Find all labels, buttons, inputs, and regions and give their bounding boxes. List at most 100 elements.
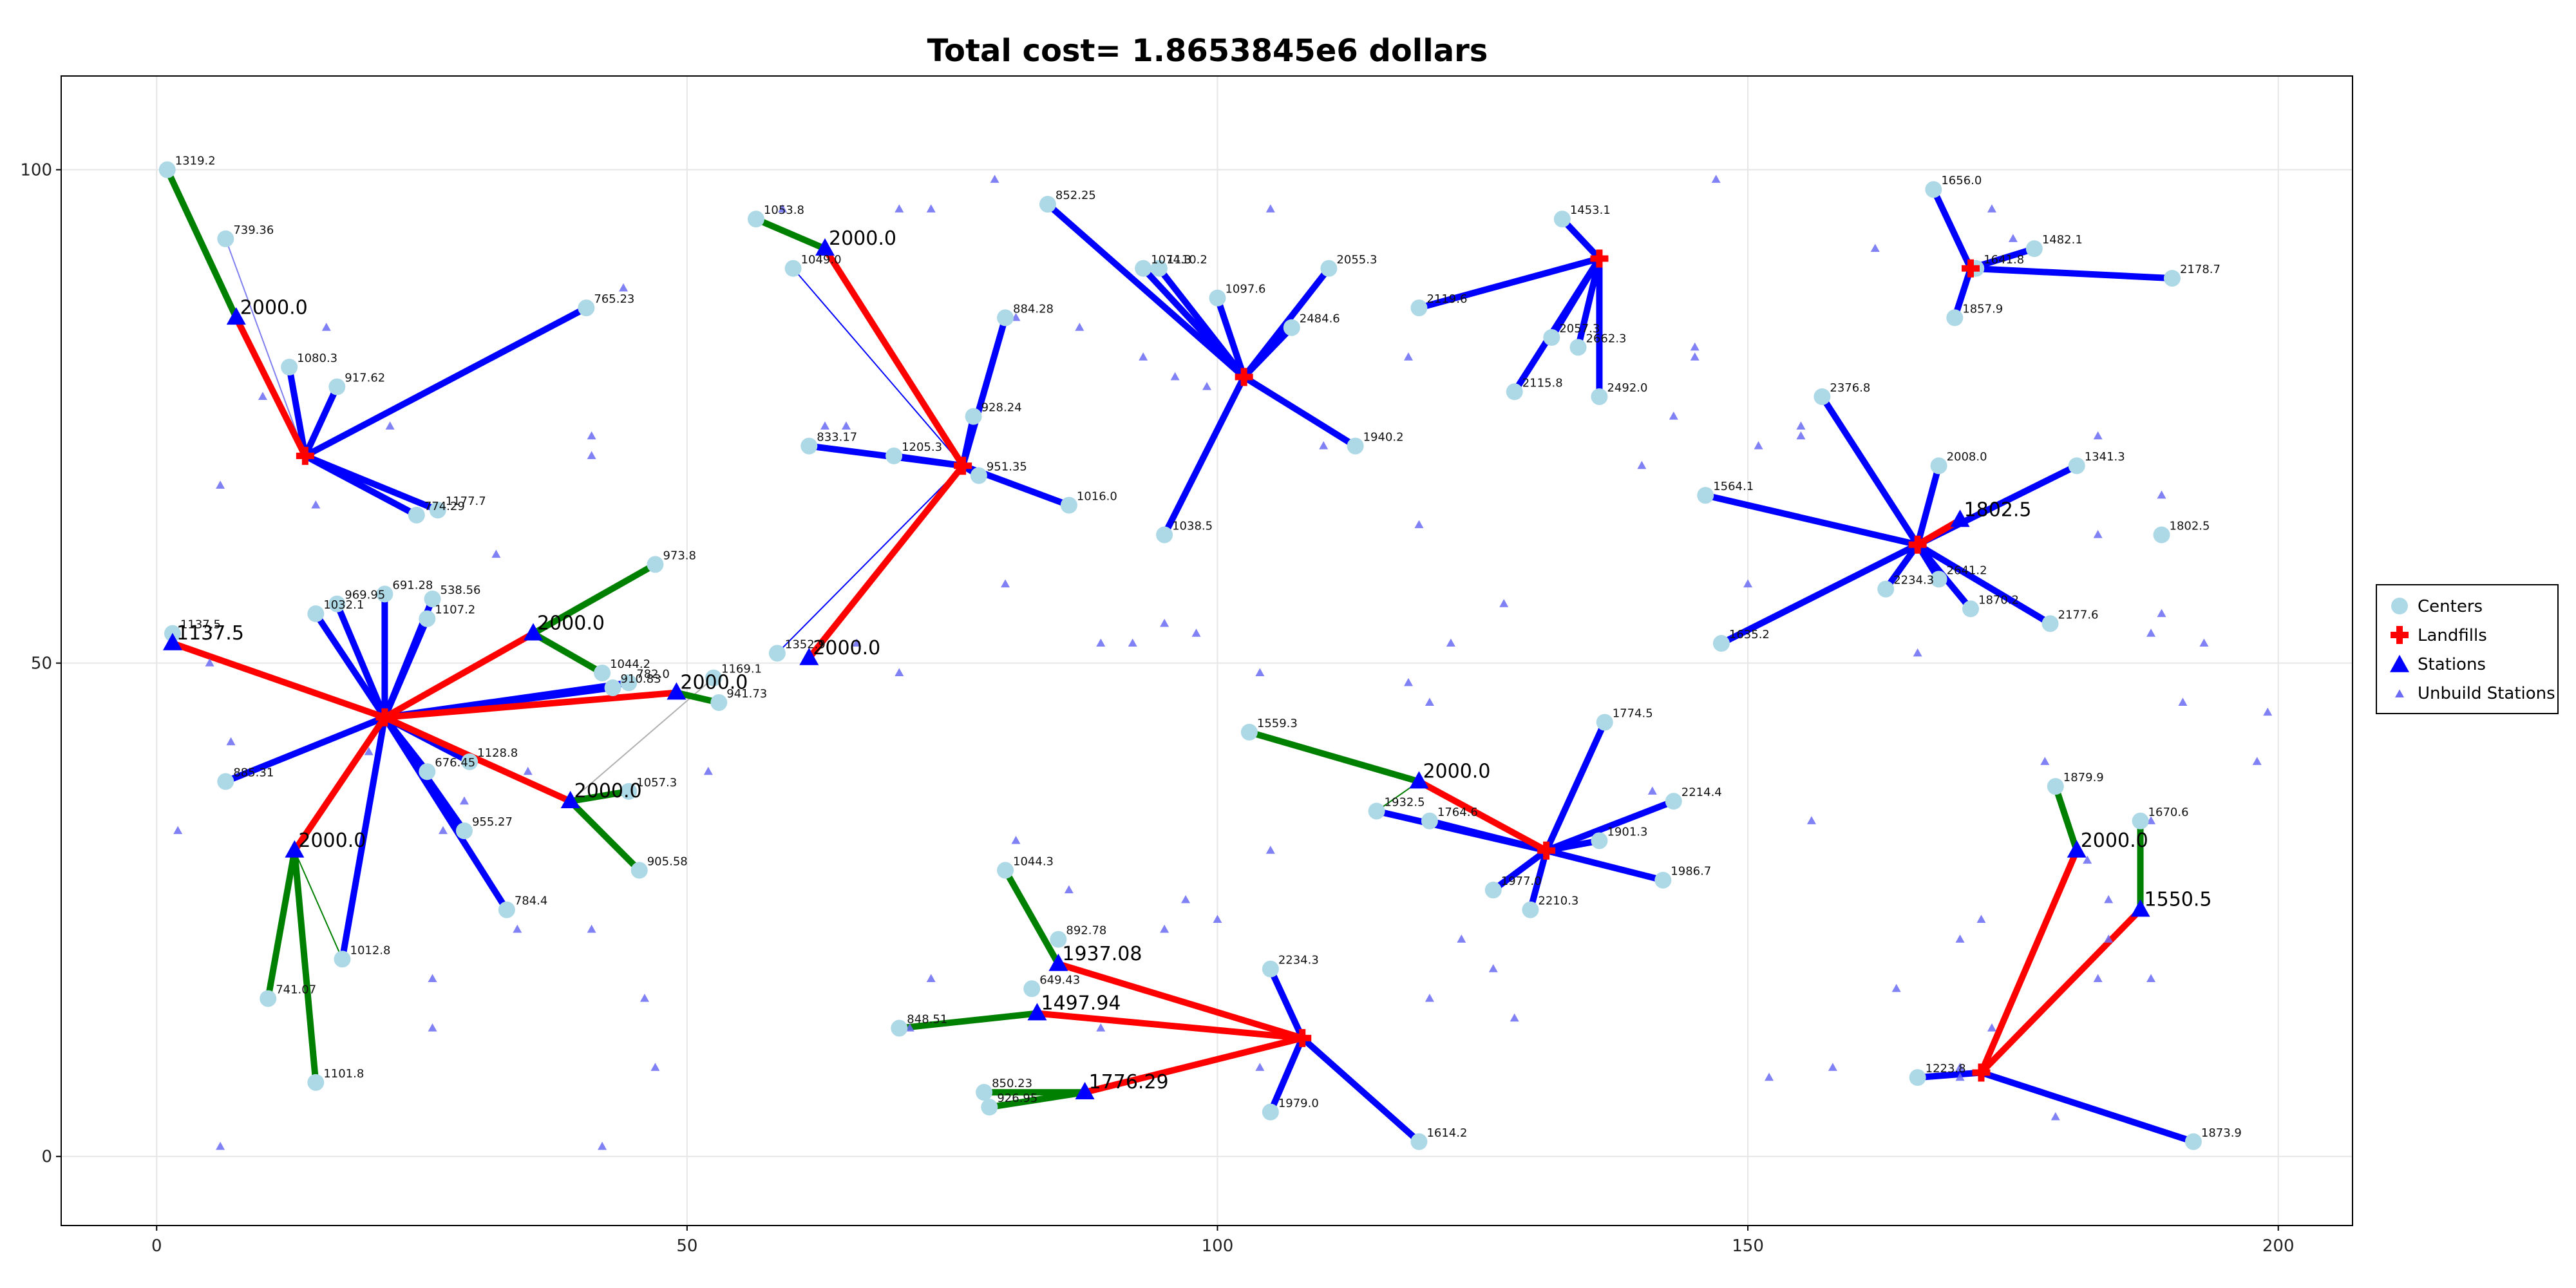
center-marker — [800, 437, 818, 455]
station-label: 2000.0 — [2081, 829, 2148, 852]
center-label: 1205.3 — [902, 440, 942, 454]
center-marker — [2184, 1133, 2202, 1150]
center-marker — [2132, 812, 2149, 829]
center-landfill-route — [1543, 798, 1677, 854]
unbuilt-station-marker — [1955, 934, 1965, 943]
center-label: 852.25 — [1056, 189, 1096, 202]
center-label: 1169.1 — [721, 663, 762, 676]
center-marker — [965, 408, 982, 425]
unbuilt-station-marker — [428, 1023, 437, 1032]
center-marker — [970, 467, 987, 484]
center-marker — [328, 378, 346, 395]
unbuilt-station-marker — [2157, 490, 2166, 499]
station-landfill-route — [1978, 847, 2080, 1076]
thin-link — [294, 850, 343, 960]
center-marker — [1962, 600, 1979, 618]
center-marker — [158, 161, 176, 178]
center-label: 1764.6 — [1437, 806, 1478, 819]
center-landfill-route — [1718, 541, 1921, 647]
station-marker — [667, 682, 687, 700]
center-landfill-route — [286, 363, 308, 459]
center-marker — [376, 585, 393, 603]
route-lines — [164, 166, 2197, 1145]
unbuilt-station-marker — [2146, 816, 2156, 824]
center-label: 1932.5 — [1385, 795, 1425, 809]
unbuilt-station-marker — [1265, 204, 1275, 213]
unbuilt-station-marker — [587, 451, 596, 459]
centers-layer — [158, 161, 2202, 1150]
legend: Centers Landfills Stations Unbuild Stations — [2376, 584, 2559, 714]
center-marker — [1506, 383, 1523, 401]
center-label: 1986.7 — [1671, 865, 1711, 878]
unbuilt-station-marker — [926, 974, 936, 982]
unbuilt-station-marker — [852, 638, 862, 647]
landfill-marker — [1293, 1028, 1312, 1047]
center-marker — [1050, 931, 1067, 948]
center-landfill-route — [1044, 201, 1247, 381]
unbuilt-station-marker — [841, 421, 851, 430]
landfills-layer — [296, 249, 1991, 1082]
center-landfill-route — [1214, 294, 1247, 381]
station-marker — [162, 632, 182, 650]
station-landfill-route — [1055, 960, 1306, 1041]
center-marker — [647, 556, 664, 573]
center-marker — [620, 674, 638, 692]
unbuilt-station-marker — [2008, 234, 2018, 242]
station-label: 1937.08 — [1062, 943, 1142, 965]
unbuilt-station-marker — [1096, 1023, 1106, 1032]
station-label: 2000.0 — [813, 637, 880, 659]
center-marker — [1410, 1133, 1428, 1150]
center-label: 1774.5 — [1613, 707, 1653, 721]
center-marker — [1023, 980, 1041, 998]
center-marker — [1150, 260, 1168, 277]
center-landfill-route — [381, 714, 510, 913]
center-landfill-route — [334, 600, 388, 721]
unbuilt-station-marker — [1403, 677, 1413, 687]
center-marker — [260, 990, 277, 1007]
center-landfill-route — [339, 714, 388, 963]
center-station-route — [1002, 867, 1062, 967]
center-marker — [2153, 526, 2170, 544]
station-marker — [1027, 1003, 1047, 1021]
unbuilt-station-marker — [205, 658, 214, 667]
center-label: 1873.9 — [2201, 1126, 2242, 1140]
center-marker — [498, 901, 515, 918]
legend-unbuilt-icon — [2395, 689, 2404, 698]
center-marker — [1039, 196, 1056, 213]
center-marker — [1591, 832, 1608, 849]
center-marker — [334, 951, 351, 968]
center-marker — [1410, 299, 1428, 317]
unbuilt-station-marker — [587, 924, 596, 933]
center-station-route — [986, 1089, 1088, 1111]
center-landfill-route — [222, 714, 388, 785]
center-marker — [630, 862, 648, 879]
center-marker — [2163, 270, 2181, 287]
center-label: 2177.6 — [2058, 608, 2099, 621]
unbuilt-station-marker — [2157, 609, 2166, 618]
unbuilt-station-marker — [1891, 983, 1901, 992]
center-label: 926.95 — [997, 1092, 1037, 1105]
center-marker — [429, 502, 446, 519]
station-label: 1550.5 — [2145, 889, 2212, 911]
center-landfill-route — [1543, 719, 1608, 854]
center-label: 973.8 — [663, 549, 696, 562]
unbuilt-station-marker — [2263, 707, 2273, 716]
unbuilt-station-marker — [1765, 1072, 1774, 1081]
center-marker — [1543, 329, 1560, 346]
unbuilt-station-marker — [258, 392, 267, 401]
center-label: 2210.3 — [1538, 895, 1578, 908]
center-label: 1482.1 — [2042, 233, 2083, 247]
center-label: 941.73 — [726, 687, 767, 701]
landfill-marker — [296, 446, 314, 465]
center-marker — [419, 763, 436, 781]
center-label: 2115.8 — [1522, 376, 1563, 390]
station-marker — [524, 623, 544, 641]
center-marker — [1060, 497, 1077, 514]
station-landfill-route — [1081, 1034, 1306, 1096]
center-label: 1016.0 — [1077, 490, 1117, 504]
center-landfill-route — [1914, 1069, 1985, 1081]
unbuilt-station-marker — [1955, 1072, 1965, 1081]
center-marker — [1484, 882, 1502, 899]
center-label: 1319.2 — [175, 155, 216, 168]
center-marker — [1596, 714, 1613, 731]
